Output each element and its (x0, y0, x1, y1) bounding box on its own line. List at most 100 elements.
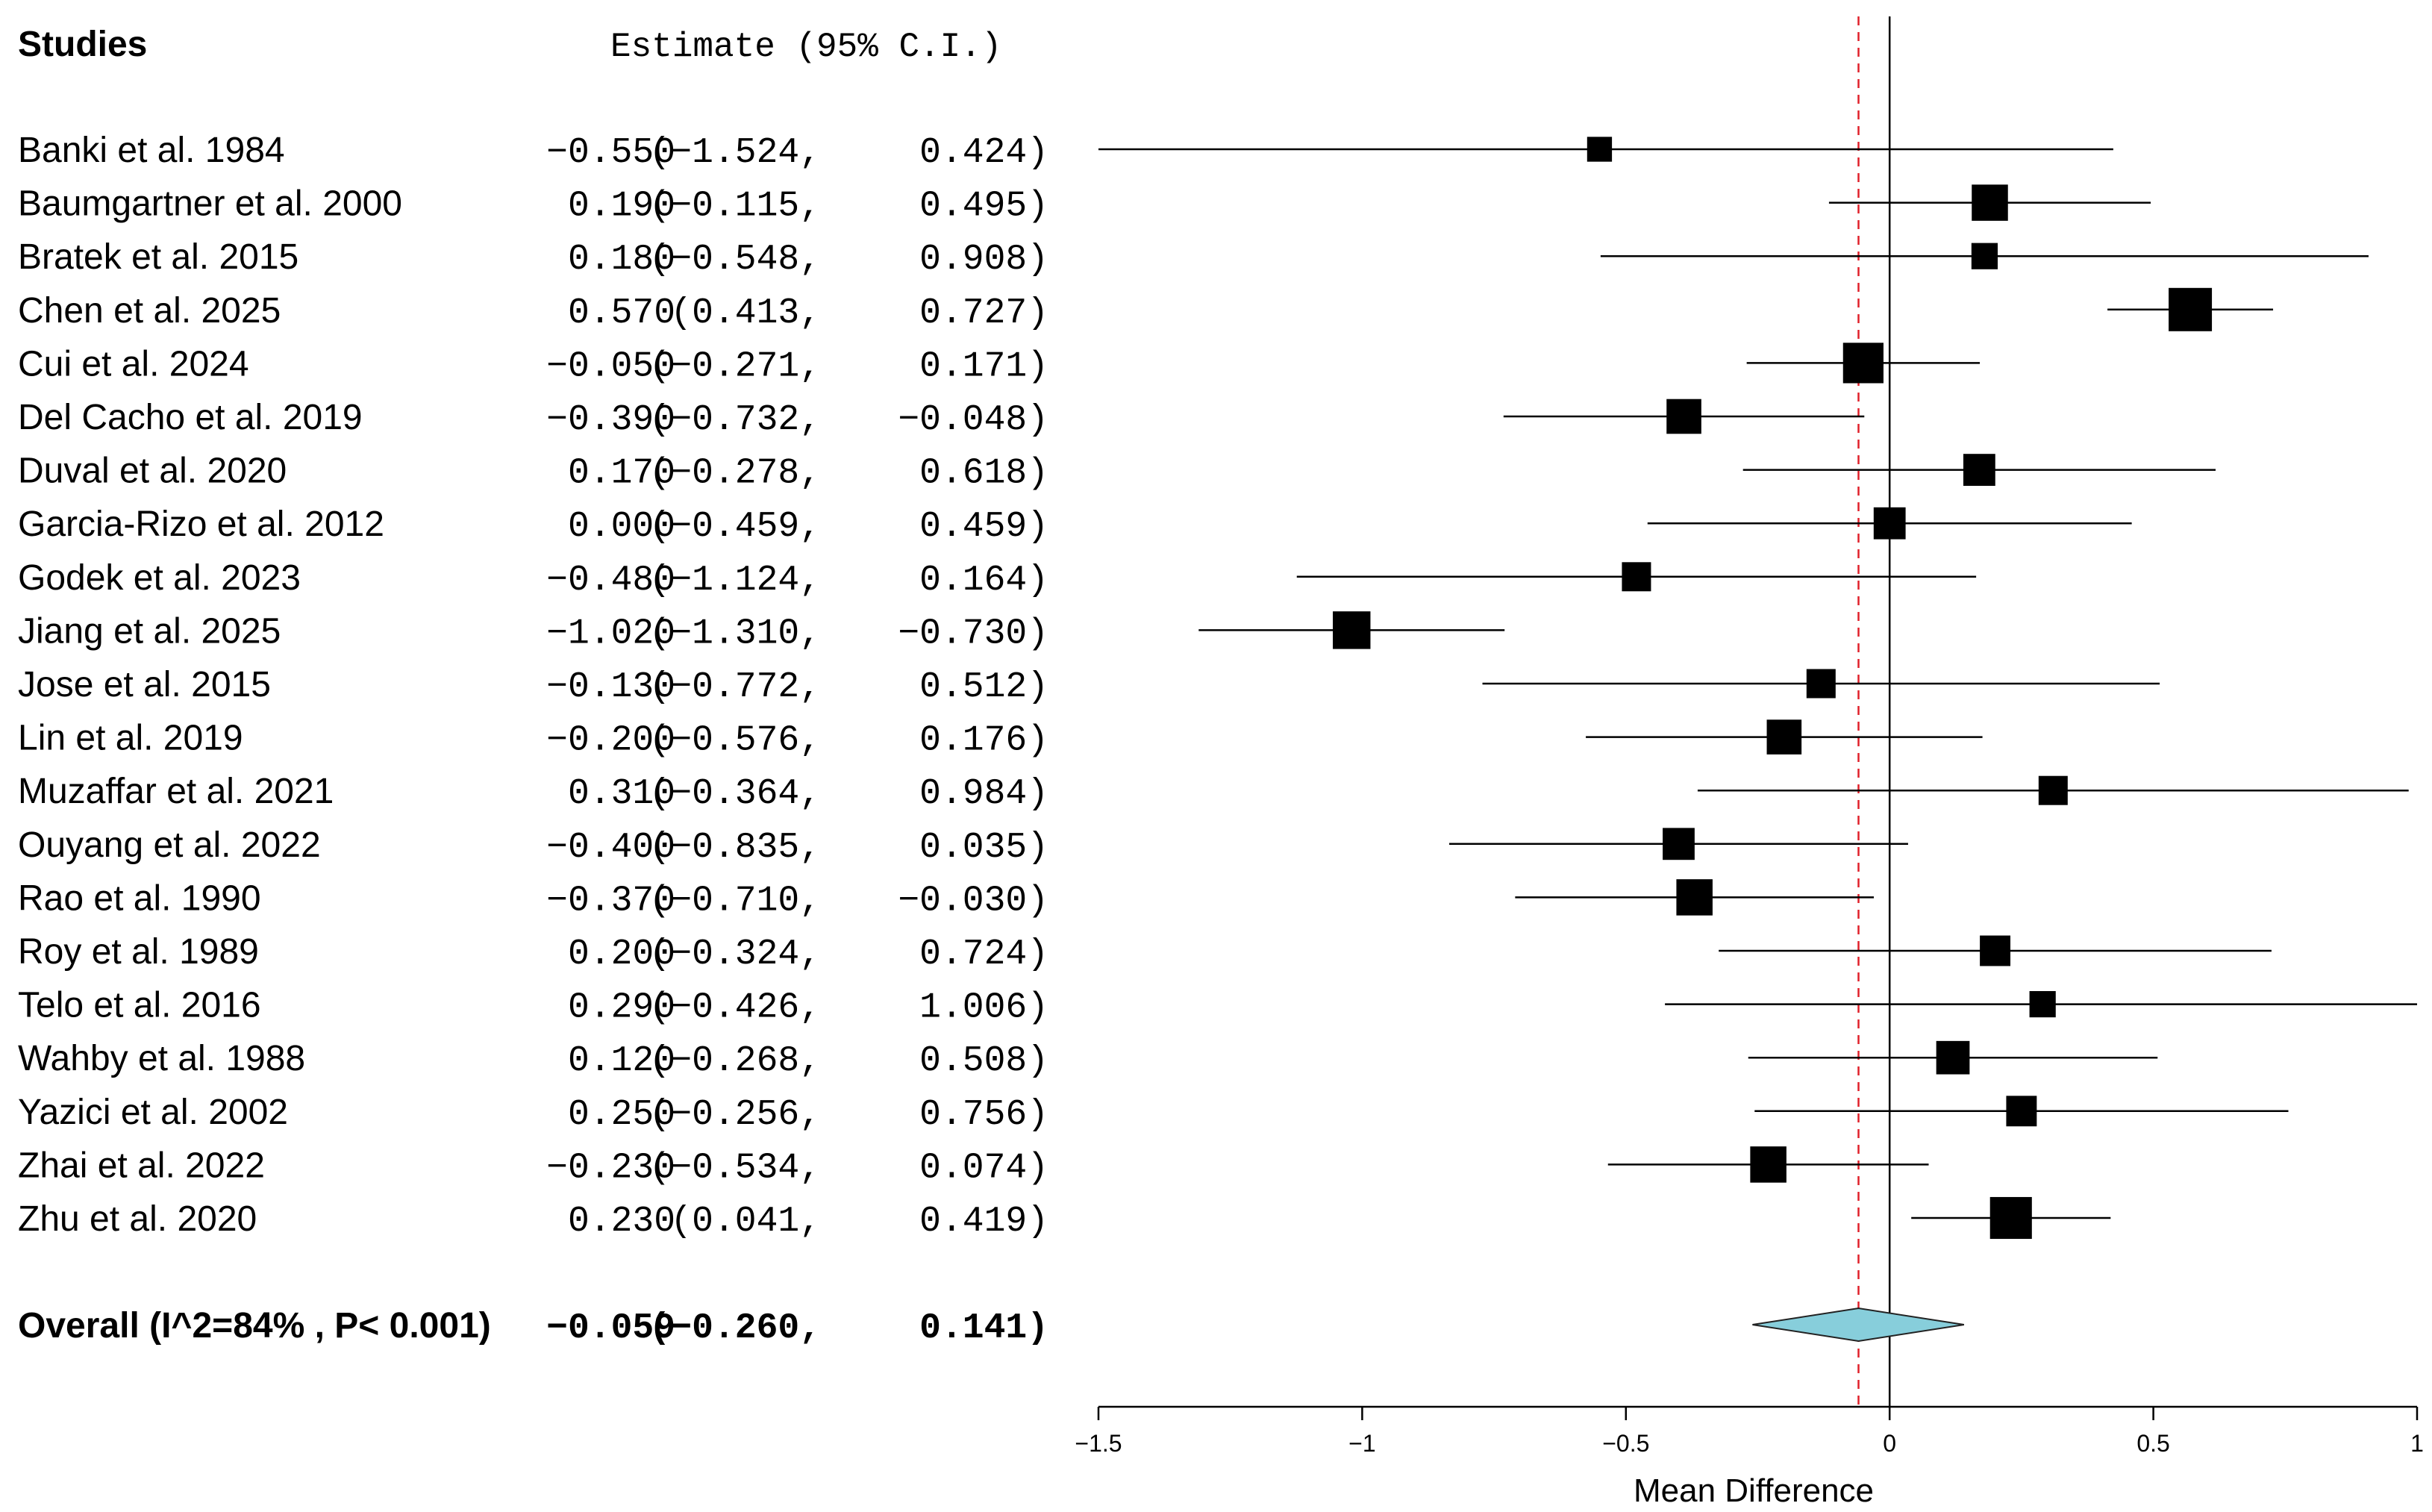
effect-marker (2169, 287, 2213, 331)
study-ci-lower: (−0.835, (649, 828, 821, 868)
study-ci-upper: 0.618) (919, 454, 1048, 494)
study-ci-upper: −0.030) (898, 881, 1048, 921)
study-estimate: −1.020 (546, 613, 675, 654)
study-row: Godek et al. 2023 −0.480(−1.124, 0.164) (18, 558, 1048, 601)
x-tick-label: −1.5 (1075, 1430, 1122, 1457)
effect-marker (1842, 343, 1884, 384)
study-name: Jiang et al. 2025 (18, 611, 281, 651)
study-estimate: −0.480 (546, 560, 675, 601)
study-estimate: 0.190 (568, 187, 675, 227)
study-estimate: −0.230 (546, 1148, 675, 1188)
study-row: Del Cacho et al. 2019 −0.390(−0.732, −0.04… (18, 398, 1048, 440)
effect-marker (2029, 991, 2056, 1018)
study-row: Zhai et al. 2022 −0.230(−0.534, 0.074) (18, 1146, 1048, 1188)
x-axis-title: Mean Difference (1634, 1472, 1874, 1509)
study-name: Muzaffar et al. 2021 (18, 772, 334, 811)
study-estimate: −0.200 (546, 721, 675, 761)
study-estimate: −0.550 (546, 133, 675, 173)
study-ci-lower: (−0.459, (649, 507, 821, 547)
study-ci-lower: (−0.576, (649, 721, 821, 761)
study-row: Yazici et al. 2002 0.250(−0.256, 0.756) (18, 1093, 1048, 1135)
study-name: Lin et al. 2019 (18, 719, 243, 758)
study-ci-lower: (−0.364, (649, 774, 821, 814)
study-estimate: −0.050 (546, 346, 675, 387)
study-ci-upper: 0.035) (919, 828, 1048, 868)
x-tick-label: 1 (2410, 1430, 2424, 1457)
effect-marker (2006, 1096, 2037, 1127)
study-row: Ouyang et al. 2022 −0.400(−0.835, 0.035) (18, 825, 1048, 868)
study-row: Jose et al. 2015 −0.130(−0.772, 0.512) (18, 665, 1048, 707)
overall-ci-lower: (−0.260, (649, 1308, 821, 1349)
study-row: Zhu et al. 2020 0.230(0.041, 0.419) (18, 1199, 1048, 1242)
overall-ci-upper: 0.141) (919, 1308, 1048, 1349)
estimate-header: Estimate (95% C.I.) (610, 28, 1002, 66)
study-row: Duval et al. 2020 0.170(−0.278, 0.618) (18, 452, 1048, 494)
study-ci-upper: 0.756) (919, 1095, 1048, 1135)
study-name: Yazici et al. 2002 (18, 1093, 288, 1132)
effect-marker (1806, 669, 1836, 699)
study-estimate: −0.400 (546, 828, 675, 868)
study-ci-upper: −0.730) (898, 613, 1048, 654)
study-estimate: 0.230 (568, 1202, 675, 1242)
study-ci-upper: 0.419) (919, 1202, 1048, 1242)
study-ci-upper: 0.984) (919, 774, 1048, 814)
study-ci-upper: 0.512) (919, 667, 1048, 707)
study-estimate: 0.200 (568, 934, 675, 975)
study-estimate: 0.310 (568, 774, 675, 814)
study-name: Bratek et al. 2015 (18, 237, 298, 277)
study-ci-upper: 0.164) (919, 560, 1048, 601)
study-ci-lower: (−0.710, (649, 881, 821, 921)
effect-marker (1766, 719, 1802, 755)
effect-marker (1333, 611, 1371, 649)
study-ci-lower: (−0.772, (649, 667, 821, 707)
study-name: Del Cacho et al. 2019 (18, 398, 363, 437)
overall-label: Overall (I^2=84% , P< 0.001) (18, 1306, 491, 1346)
study-name: Baumgartner et al. 2000 (18, 184, 402, 224)
study-estimate: −0.130 (546, 667, 675, 707)
effect-marker (1936, 1040, 1970, 1075)
study-row: Muzaffar et al. 2021 0.310(−0.364, 0.984) (18, 772, 1048, 814)
study-row: Cui et al. 2024 −0.050(−0.271, 0.171) (18, 344, 1048, 387)
study-estimate: 0.180 (568, 240, 675, 280)
study-ci-lower: (−0.732, (649, 400, 821, 440)
study-ci-lower: (−0.115, (649, 187, 821, 227)
study-ci-upper: 0.074) (919, 1148, 1048, 1188)
x-tick-label: 0 (1883, 1430, 1896, 1457)
effect-marker (1622, 562, 1651, 592)
study-row: Wahby et al. 1988 0.120(−0.268, 0.508) (18, 1039, 1048, 1081)
study-name: Roy et al. 1989 (18, 932, 259, 972)
study-ci-lower: (−1.310, (649, 613, 821, 654)
study-name: Ouyang et al. 2022 (18, 825, 321, 865)
study-estimate: 0.120 (568, 1041, 675, 1081)
effect-marker (1873, 507, 1906, 540)
study-ci-upper: 0.176) (919, 721, 1048, 761)
study-row: Garcia-Rizo et al. 2012 0.000(−0.459, 0.45… (18, 504, 1048, 547)
overall-diamond (1752, 1307, 1965, 1343)
study-name: Godek et al. 2023 (18, 558, 301, 598)
effect-marker (1972, 184, 2008, 221)
study-row: Chen et al. 2025 0.570(0.413, 0.727) (18, 291, 1048, 334)
study-ci-upper: 0.495) (919, 187, 1048, 227)
studies-header: Studies (18, 25, 147, 64)
x-tick-label: 0.5 (2136, 1430, 2169, 1457)
study-row: Telo et al. 2016 0.290(−0.426, 1.006) (18, 986, 1048, 1028)
effect-marker (1750, 1146, 1787, 1183)
study-name: Rao et al. 1990 (18, 878, 261, 918)
study-ci-lower: (−0.324, (649, 934, 821, 975)
study-ci-upper: −0.048) (898, 400, 1048, 440)
effect-marker (1980, 935, 2011, 966)
study-ci-upper: 1.006) (919, 988, 1048, 1028)
study-ci-upper: 0.459) (919, 507, 1048, 547)
effect-marker (1989, 1196, 2032, 1240)
study-ci-lower: (0.041, (670, 1202, 821, 1242)
study-name: Chen et al. 2025 (18, 291, 281, 331)
study-ci-lower: (−0.278, (649, 454, 821, 494)
study-ci-lower: (−0.548, (649, 240, 821, 280)
study-name: Duval et al. 2020 (18, 452, 287, 491)
overall-estimate: −0.059 (546, 1308, 675, 1349)
x-tick-label: −1 (1348, 1430, 1375, 1457)
overall-row: Overall (I^2=84% , P< 0.001) −0.059(−0.26… (18, 1306, 1048, 1349)
study-rows: Banki et al. 1984 −0.550(−1.524, 0.424) Bau… (18, 131, 1048, 1349)
study-estimate: 0.570 (568, 293, 675, 334)
study-ci-lower: (−0.534, (649, 1148, 821, 1188)
